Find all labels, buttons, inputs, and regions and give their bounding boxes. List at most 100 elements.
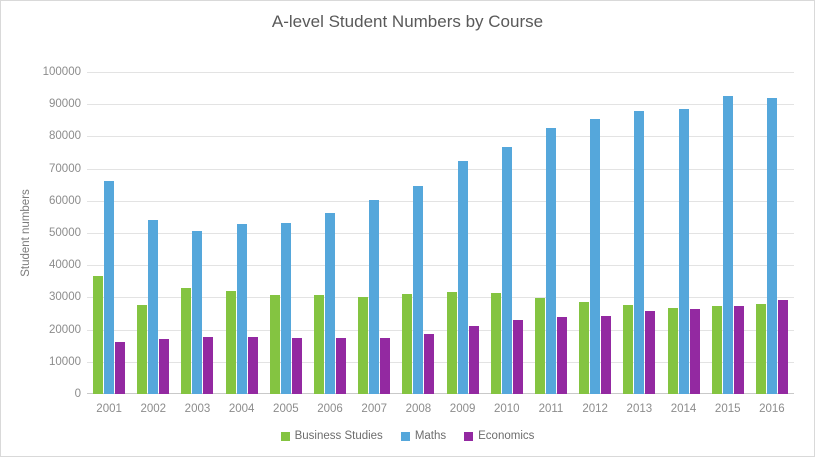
x-tick-label-2014: 2014 (670, 403, 697, 415)
x-tick-label-2003: 2003 (184, 403, 211, 415)
bar-group-2001 (87, 72, 131, 394)
x-tick-label-2001: 2001 (96, 403, 122, 415)
x-tick-label-2009: 2009 (449, 403, 476, 415)
bar-group-2007 (352, 72, 396, 394)
gridline-100000 (87, 72, 794, 73)
x-tick-label-2006: 2006 (317, 403, 343, 415)
bar-economics-2004 (247, 337, 258, 394)
gridline-40000 (87, 265, 794, 266)
x-tick-label-2012: 2012 (582, 403, 608, 415)
bar-economics-2013 (645, 311, 656, 394)
bar-group-2008 (396, 72, 440, 394)
bar-business-studies-2013 (623, 305, 634, 394)
bar-maths-2011 (545, 128, 556, 394)
legend-swatch-maths-icon (400, 431, 410, 441)
bar-business-studies-2010 (490, 293, 501, 394)
bar-maths-2004 (236, 224, 247, 394)
bar-group-2012 (573, 72, 617, 394)
bar-group-2011 (529, 72, 573, 394)
bar-group-2009 (441, 72, 485, 394)
bar-economics-2002 (159, 339, 170, 394)
bar-economics-2011 (556, 317, 567, 394)
y-tick-label-50000: 50000 (49, 227, 81, 239)
bar-maths-2002 (148, 220, 159, 394)
bar-business-studies-2012 (579, 302, 590, 394)
x-tick-label-2008: 2008 (405, 403, 432, 415)
bar-group-2002 (131, 72, 175, 394)
y-tick-label-100000: 100000 (42, 66, 81, 78)
x-tick-label-2002: 2002 (140, 403, 167, 415)
bar-maths-2012 (590, 119, 601, 394)
bar-business-studies-2002 (137, 305, 148, 394)
legend-swatch-economics-icon (464, 431, 474, 441)
bar-economics-2012 (601, 316, 612, 394)
x-tick-label-2007: 2007 (361, 403, 388, 415)
y-tick-label-10000: 10000 (49, 355, 81, 368)
legend-label-economics: Economics (478, 430, 535, 442)
gridline-10000 (87, 362, 794, 363)
bar-maths-2016 (766, 98, 777, 394)
gridline-20000 (87, 330, 794, 331)
legend-swatch-business-studies-icon (280, 431, 290, 441)
legend-item-maths: Maths (400, 430, 446, 442)
bar-economics-2014 (689, 309, 700, 394)
bar-economics-2006 (336, 338, 347, 394)
y-tick-label-90000: 90000 (49, 98, 81, 111)
bar-group-2016 (750, 72, 794, 394)
x-tick-label-2010: 2010 (493, 403, 520, 415)
bar-maths-2003 (192, 231, 203, 394)
gridline-70000 (87, 169, 794, 170)
legend-item-business-studies: Business Studies (280, 430, 383, 442)
bar-business-studies-2006 (314, 295, 325, 394)
bar-maths-2014 (678, 109, 689, 394)
bar-business-studies-2003 (181, 288, 192, 394)
bar-maths-2015 (722, 96, 733, 394)
bar-group-2013 (617, 72, 661, 394)
bar-group-2015 (706, 72, 750, 394)
bar-business-studies-2009 (446, 292, 457, 394)
bar-group-2006 (308, 72, 352, 394)
bar-maths-2013 (634, 111, 645, 394)
bar-economics-2005 (291, 338, 302, 394)
y-tick-label-20000: 20000 (49, 323, 81, 336)
bar-group-2003 (175, 72, 219, 394)
bar-maths-2005 (280, 223, 291, 394)
x-axis-line (87, 393, 794, 394)
chart-title: A-level Student Numbers by Course (271, 12, 544, 31)
bar-business-studies-2011 (534, 298, 545, 394)
bar-economics-2008 (424, 334, 435, 394)
bar-business-studies-2008 (402, 294, 413, 394)
legend-label-business-studies: Business Studies (294, 430, 383, 442)
bar-maths-2010 (501, 147, 512, 394)
y-tick-label-40000: 40000 (49, 259, 81, 272)
y-tick-label-30000: 30000 (49, 291, 81, 304)
bar-business-studies-2007 (358, 297, 369, 394)
bar-group-2010 (485, 72, 529, 394)
x-tick-label-2015: 2015 (714, 403, 741, 415)
y-tick-label-80000: 80000 (49, 130, 81, 143)
bar-group-2005 (264, 72, 308, 394)
x-tick-label-2013: 2013 (626, 403, 653, 415)
gridline-90000 (87, 104, 794, 105)
bar-business-studies-2001 (93, 276, 104, 394)
bar-economics-2001 (115, 342, 126, 394)
bar-group-2004 (220, 72, 264, 394)
gridline-30000 (87, 297, 794, 298)
bar-economics-2007 (380, 338, 391, 394)
bar-maths-2006 (325, 213, 336, 394)
legend-item-economics: Economics (464, 430, 534, 442)
bar-business-studies-2014 (667, 308, 678, 394)
bar-business-studies-2016 (755, 304, 766, 394)
bar-maths-2009 (457, 161, 468, 394)
y-tick-label-0: 0 (74, 388, 81, 400)
gridline-80000 (87, 136, 794, 137)
bar-business-studies-2005 (269, 295, 280, 394)
x-tick-label-2016: 2016 (759, 403, 785, 415)
bar-maths-2007 (369, 200, 380, 394)
legend: Business Studies Maths Economics (1, 430, 814, 442)
gridline-50000 (87, 233, 794, 234)
y-tick-label-60000: 60000 (49, 194, 81, 207)
bar-economics-2003 (203, 337, 214, 394)
bar-economics-2015 (733, 306, 744, 394)
